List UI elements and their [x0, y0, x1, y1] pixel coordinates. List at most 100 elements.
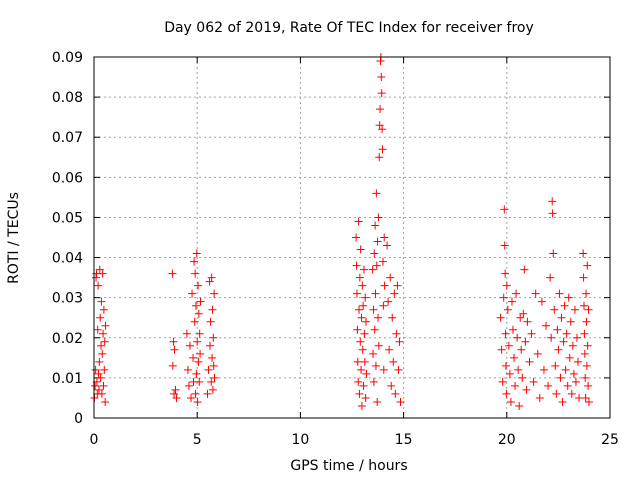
data-point: [354, 217, 363, 226]
data-point: [362, 317, 371, 326]
data-point: [584, 305, 593, 314]
data-point: [548, 197, 557, 206]
y-tick-label: 0.07: [52, 130, 83, 146]
data-point: [93, 325, 102, 334]
data-point: [360, 357, 369, 366]
data-point: [378, 257, 387, 266]
data-point: [191, 269, 200, 278]
data-point: [371, 221, 380, 230]
data-point: [358, 345, 367, 354]
data-point: [168, 269, 177, 278]
data-point: [552, 389, 561, 398]
data-point: [372, 261, 381, 270]
data-point: [374, 313, 383, 322]
data-point: [499, 293, 508, 302]
data-point: [556, 373, 565, 382]
data-point: [95, 357, 104, 366]
data-point: [580, 349, 589, 358]
data-point: [355, 389, 364, 398]
data-point: [91, 365, 100, 374]
data-point: [182, 329, 191, 338]
data-point: [368, 265, 377, 274]
data-point: [520, 265, 529, 274]
data-point: [510, 353, 519, 362]
data-point: [97, 389, 106, 398]
data-point: [579, 273, 588, 282]
data-point: [99, 305, 108, 314]
x-tick-label: 15: [395, 432, 413, 448]
data-point: [375, 153, 384, 162]
data-point: [373, 397, 382, 406]
data-point: [191, 301, 200, 310]
data-point: [359, 381, 368, 390]
data-point: [191, 389, 200, 398]
y-tick-label: 0.01: [52, 371, 83, 387]
data-point: [194, 281, 203, 290]
plot-border: [93, 56, 611, 419]
data-point: [376, 105, 385, 114]
data-point: [513, 333, 522, 342]
data-point: [193, 337, 202, 346]
data-point: [583, 341, 592, 350]
y-axis-label: ROTI / TECUs: [6, 192, 22, 284]
data-point: [567, 389, 576, 398]
data-point: [547, 333, 556, 342]
data-point: [190, 257, 199, 266]
data-point: [498, 377, 507, 386]
x-tick-label: 0: [90, 432, 99, 448]
data-point: [579, 301, 588, 310]
data-point: [210, 373, 219, 382]
data-point: [393, 281, 402, 290]
data-point: [579, 249, 588, 258]
data-point: [527, 329, 536, 338]
data-point: [353, 357, 362, 366]
data-point: [195, 377, 204, 386]
data-point: [192, 249, 201, 258]
data-point: [514, 365, 523, 374]
data-point: [185, 341, 194, 350]
data-point: [558, 397, 567, 406]
data-point: [205, 277, 214, 286]
data-point: [207, 377, 216, 386]
data-point: [522, 385, 531, 394]
data-point: [388, 313, 397, 322]
x-tick-label: 10: [291, 432, 309, 448]
data-point: [582, 317, 591, 326]
data-point: [392, 329, 401, 338]
data-point: [501, 269, 510, 278]
data-point: [555, 289, 564, 298]
data-point: [521, 337, 530, 346]
data-point: [91, 381, 100, 390]
data-point: [375, 121, 384, 130]
data-point: [97, 297, 106, 306]
data-point: [192, 369, 201, 378]
data-point: [371, 289, 380, 298]
data-point: [369, 377, 378, 386]
y-axis-tick-labels: 0 0.01 0.02 0.03 0.04 0.05 0.06 0.07 0.08 0.09: [52, 50, 83, 427]
y-tick-label: 0.02: [52, 331, 83, 347]
tick-layer: [93, 56, 611, 419]
data-point: [101, 321, 110, 330]
data-point: [502, 281, 511, 290]
data-point: [383, 241, 392, 250]
x-tick-label: 25: [601, 432, 619, 448]
data-point: [354, 377, 363, 386]
data-point: [98, 269, 107, 278]
data-point: [570, 305, 579, 314]
data-point: [374, 341, 383, 350]
data-point: [507, 297, 516, 306]
data-point: [539, 365, 548, 374]
data-point: [542, 321, 551, 330]
data-point: [504, 341, 513, 350]
data-point: [204, 365, 213, 374]
data-point: [384, 297, 393, 306]
data-point: [571, 377, 580, 386]
data-point: [502, 389, 511, 398]
data-point: [370, 325, 379, 334]
data-point: [359, 265, 368, 274]
data-point: [380, 281, 389, 290]
data-point: [390, 289, 399, 298]
data-point: [369, 305, 378, 314]
data-point: [360, 329, 369, 338]
